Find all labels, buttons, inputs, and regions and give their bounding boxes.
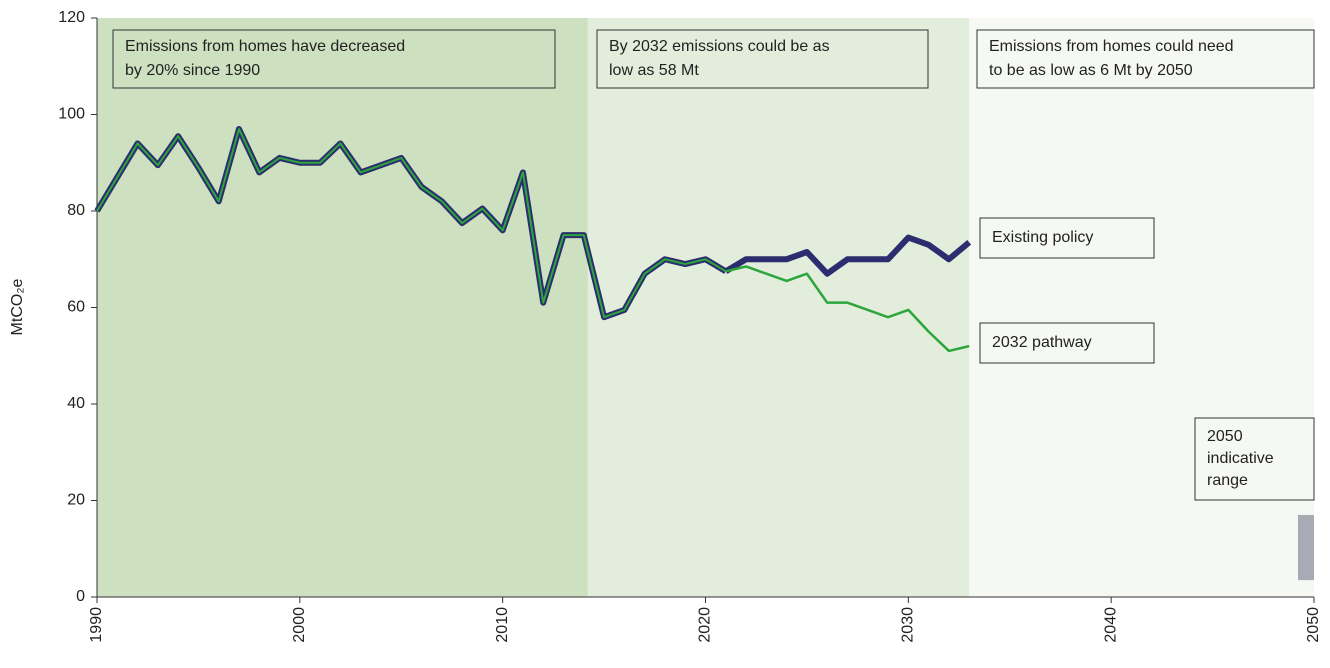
range-box [1194, 417, 1315, 501]
y-tick-label: 40 [67, 395, 85, 412]
range-bar [1298, 514, 1314, 581]
x-tick-label: 2010 [494, 607, 511, 643]
annotation-box [112, 29, 556, 89]
annotation: Emissions from homes could need to be as … [989, 38, 1234, 79]
y-tick-label: 100 [58, 106, 85, 123]
annotation-line: Emissions from homes have decreased [125, 38, 405, 55]
y-tick-label: 0 [76, 588, 85, 605]
annotation: By 2032 emissions could be as low as 58 M… [609, 38, 830, 79]
y-tick-label: 80 [67, 202, 85, 219]
line-existing-policy [724, 234, 972, 277]
annotation-line: Emissions from homes could need [989, 38, 1234, 55]
annotation-box [976, 29, 1315, 89]
y-tick-label: 20 [67, 492, 85, 509]
legend-label: 2032 pathway [992, 334, 1092, 351]
annotation-line: to be as low as 6 Mt by 2050 [989, 62, 1193, 79]
region [97, 18, 588, 597]
x-tick-label: 2020 [697, 607, 714, 643]
x-tick-label: 2050 [1305, 607, 1322, 643]
legend-label: Existing policy [992, 229, 1093, 246]
legend-box [979, 217, 1155, 259]
annotation-line: by 20% since 1990 [125, 62, 260, 79]
x-tick-label: 2030 [900, 607, 917, 643]
annotation: Emissions from homes have decreased by 20… [125, 38, 405, 79]
y-tick-label: 60 [67, 299, 85, 316]
range-label-line: 2050 [1207, 428, 1243, 445]
y-axis-label: MtCO₂e [9, 278, 26, 335]
x-tick-label: 1990 [88, 607, 105, 643]
x-tick-label: 2040 [1102, 607, 1119, 643]
annotation-box [596, 29, 929, 89]
x-tick-label: 2000 [291, 607, 308, 643]
range-label-line: indicative [1207, 450, 1274, 467]
legend-box [979, 322, 1155, 364]
region [587, 18, 970, 597]
range-label-line: range [1207, 472, 1248, 489]
annotation-line: By 2032 emissions could be as [609, 38, 830, 55]
range-label: 2050 indicative range [1207, 428, 1274, 489]
y-tick-label: 120 [58, 9, 85, 26]
line-2032-pathway [725, 265, 970, 353]
region [969, 18, 1314, 597]
line-historic-inner [96, 127, 727, 319]
annotation-line: low as 58 Mt [609, 62, 699, 79]
